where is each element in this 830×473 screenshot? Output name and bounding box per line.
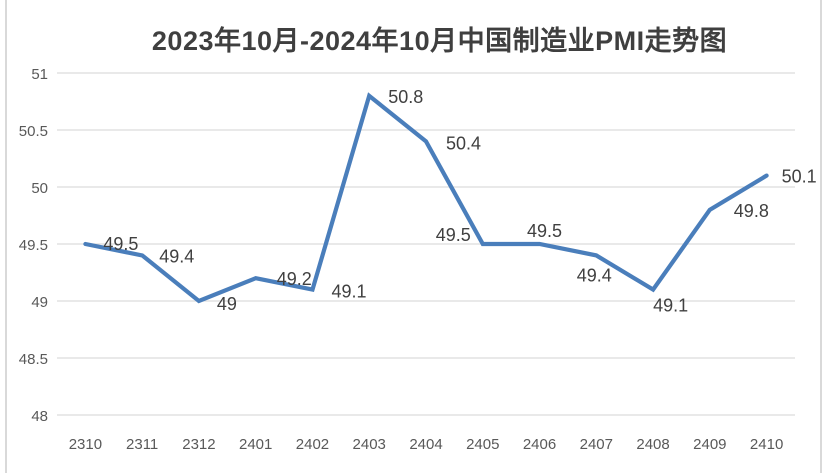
chart-right-border xyxy=(820,0,822,473)
y-axis-tick-label: 48.5 xyxy=(19,351,48,368)
y-axis-tick-label: 49 xyxy=(31,294,48,311)
x-axis-tick-label: 2312 xyxy=(182,436,215,453)
x-axis-tick-label: 2409 xyxy=(693,436,726,453)
x-axis-tick-label: 2310 xyxy=(69,436,102,453)
x-axis-tick-label: 2410 xyxy=(750,436,783,453)
x-axis-tick-label: 2406 xyxy=(523,436,556,453)
y-axis-tick-label: 50 xyxy=(31,180,48,197)
data-label: 49.5 xyxy=(527,221,562,241)
data-label: 49.4 xyxy=(159,246,194,266)
x-axis-tick-label: 2404 xyxy=(409,436,442,453)
x-axis-tick-label: 2402 xyxy=(296,436,329,453)
data-label: 50.8 xyxy=(388,87,423,107)
y-axis-tick-label: 50.5 xyxy=(19,123,48,140)
x-axis-tick-label: 2311 xyxy=(126,436,158,453)
x-axis-tick-label: 2401 xyxy=(239,436,272,453)
x-axis-tick-label: 2408 xyxy=(636,436,669,453)
data-label: 49.1 xyxy=(332,282,367,302)
x-axis-tick-label: 2403 xyxy=(353,436,386,453)
data-label: 49.5 xyxy=(103,234,138,254)
data-label: 49.4 xyxy=(577,265,612,285)
data-label: 50.4 xyxy=(446,133,481,153)
x-axis-tick-label: 2405 xyxy=(466,436,499,453)
chart-left-border xyxy=(5,0,7,473)
y-axis-tick-label: 49.5 xyxy=(19,237,48,254)
y-axis-tick-label: 48 xyxy=(31,408,48,425)
data-label: 49.5 xyxy=(436,225,471,245)
x-axis-tick-label: 2407 xyxy=(580,436,613,453)
data-label: 50.1 xyxy=(782,167,817,187)
data-label: 49.8 xyxy=(734,201,769,221)
data-label: 49.2 xyxy=(277,269,312,289)
data-label: 49 xyxy=(217,294,237,314)
data-label: 49.1 xyxy=(653,296,688,316)
y-axis-tick-label: 51 xyxy=(31,66,48,83)
chart-title: 2023年10月-2024年10月中国制造业PMI走势图 xyxy=(151,26,728,56)
pmi-trend-line xyxy=(83,92,769,304)
